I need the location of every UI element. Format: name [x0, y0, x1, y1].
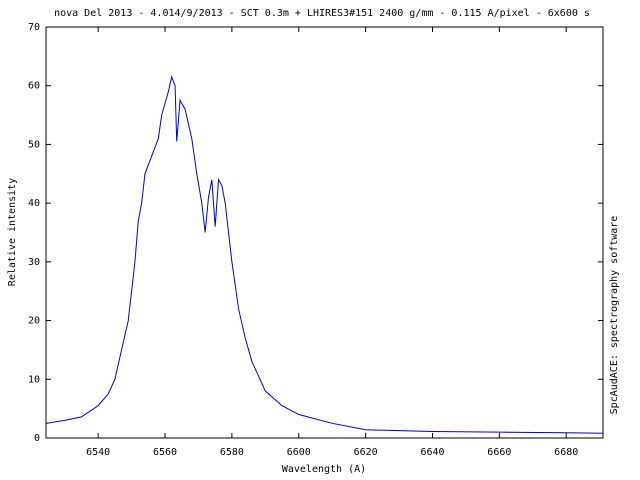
x-tick-label: 6620 — [354, 447, 378, 458]
x-axis-label: Wavelength (A) — [282, 464, 366, 475]
x-tick-label: 6540 — [86, 447, 110, 458]
side-note: SpcAudACE: spectrography software — [609, 216, 620, 415]
y-tick-label: 30 — [28, 257, 40, 268]
plot-frame — [45, 26, 604, 439]
chart-title: nova Del 2013 - 4.014/9/2013 - SCT 0.3m … — [54, 8, 590, 19]
y-tick-label: 0 — [34, 433, 40, 444]
y-tick-label: 20 — [28, 316, 40, 327]
y-axis-label: Relative intensity — [7, 178, 18, 286]
x-tick-label: 6600 — [287, 447, 311, 458]
x-tick-label: 6580 — [220, 447, 244, 458]
y-tick-label: 10 — [28, 374, 40, 385]
spectrum-line — [45, 75, 604, 434]
y-tick-label: 40 — [28, 198, 40, 209]
y-tick-label: 50 — [28, 139, 40, 150]
x-tick-label: 6680 — [554, 447, 578, 458]
x-tick-label: 6640 — [420, 447, 444, 458]
y-tick-label: 60 — [28, 81, 40, 92]
y-tick-label: 70 — [28, 22, 40, 33]
x-tick-label: 6560 — [153, 447, 177, 458]
x-tick-label: 6660 — [487, 447, 511, 458]
